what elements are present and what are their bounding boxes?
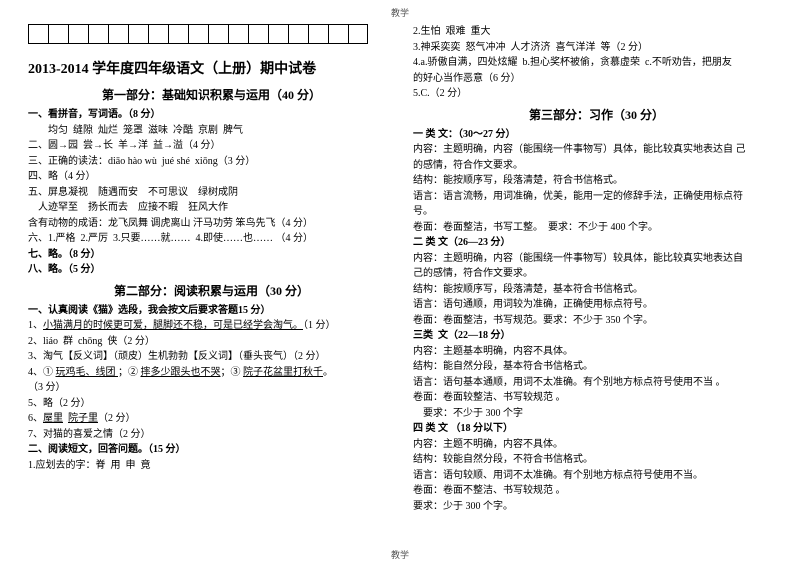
b2: 结构：能按顺序写，段落清楚，基本符合书信格式。 xyxy=(413,282,780,298)
s1: 2.生怕 艰难 重大 xyxy=(413,24,780,40)
s3: 4.a.骄傲自满，四处炫耀 b.担心奖杯被偷，贪慕虚荣 c.不听劝告，把朋友 xyxy=(413,55,780,71)
r6: 5、略（2 分） xyxy=(28,396,395,412)
c4: 卷面：卷面较整洁、书写较规范 。 xyxy=(413,390,780,406)
q5c: 含有动物的成语：龙飞凤舞 调虎离山 汗马功劳 笨鸟先飞（4 分） xyxy=(28,216,395,232)
r3: 3、淘气【反义词】（顽皮）生机勃勃【反义词】（垂头丧气）（2 分） xyxy=(28,349,395,365)
part2-title: 第二部分：阅读积累与运用（30 分） xyxy=(28,282,395,299)
r8: 7、对猫的喜爱之情（2 分） xyxy=(28,427,395,443)
b3: 语言：语句通顺，用词较为准确，正确使用标点符号。 xyxy=(413,297,780,313)
d3: 语言：语句较顺、用词不太准确。有个别地方标点符号使用不当。 xyxy=(413,468,780,484)
left-column: 2013-2014 学年度四年级语文（上册）期中试卷 第一部分：基础知识积累与运… xyxy=(28,24,395,555)
r5: （3 分） xyxy=(28,380,395,396)
b1b: 己的感情，符合作文要求。 xyxy=(413,266,780,282)
content-columns: 2013-2014 学年度四年级语文（上册）期中试卷 第一部分：基础知识积累与运… xyxy=(28,24,780,555)
classD-title: 四 类 文 （18 分以下） xyxy=(413,421,780,437)
s4: 5.C.（2 分） xyxy=(413,86,780,102)
q4: 四、略（4 分） xyxy=(28,169,395,185)
classB-title: 二 类 文（26—23 分） xyxy=(413,235,780,251)
d5: 要求：少于 300 个字。 xyxy=(413,499,780,515)
q1-answer: 均匀 缝隙 灿烂 笼罩 滋味 冷酷 京剧 脾气 xyxy=(28,123,395,139)
part3-title: 第三部分：习作（30 分） xyxy=(413,106,780,123)
q7: 七、略。（8 分） xyxy=(28,247,395,263)
b4: 卷面：卷面整洁，书写规范。要求：不少于 350 个字。 xyxy=(413,313,780,329)
r1a: 1、小猫满月的时候更可爱，腿脚还不稳，可是已经学会淘气。（1 分） xyxy=(28,318,395,334)
q5a: 五、屏息凝视 随遇而安 不可思议 绿树成阴 xyxy=(28,185,395,201)
r10: 1.应划去的字：脊 用 申 竟 xyxy=(28,458,395,474)
a3: 语言：语言流畅，用词准确，优美，能用一定的修辞手法，正确使用标点符 xyxy=(413,189,780,205)
q5b: 人迹罕至 扬长而去 应接不暇 狂风大作 xyxy=(28,200,395,216)
q3: 三、正确的读法：diāo hào wù jué shé xiōng（3 分） xyxy=(28,154,395,170)
exam-title: 2013-2014 学年度四年级语文（上册）期中试卷 xyxy=(28,58,395,78)
r4: 4、① 玩鸡毛、线团 ；② 摔多少跟头也不哭；③ 院子花盆里打秋千。 xyxy=(28,365,395,381)
part1-title: 第一部分：基础知识积累与运用（40 分） xyxy=(28,86,395,103)
q8: 八、略。（5 分） xyxy=(28,262,395,278)
a4: 卷面：卷面整洁，书写工整。 要求：不少于 400 个字。 xyxy=(413,220,780,236)
c1: 内容：主题基本明确，内容不具体。 xyxy=(413,344,780,360)
s2: 3.神采奕奕 怒气冲冲 人才济济 喜气洋洋 等（2 分） xyxy=(413,40,780,56)
c5: 要求：不少于 300 个字 xyxy=(413,406,780,422)
c2: 结构：能自然分段，基本符合书信格式。 xyxy=(413,359,780,375)
s3a: 的好心当作恶意（6 分） xyxy=(413,71,780,87)
d1: 内容：主题不明确，内容不具体。 xyxy=(413,437,780,453)
d2: 结构：较能自然分段，不符合书信格式。 xyxy=(413,452,780,468)
a3b: 号。 xyxy=(413,204,780,220)
a2: 结构：能按顺序写，段落清楚，符合书信格式。 xyxy=(413,173,780,189)
d4: 卷面：卷面不整洁、书写较规范 。 xyxy=(413,483,780,499)
right-column: 2.生怕 艰难 重大 3.神采奕奕 怒气冲冲 人才济济 喜气洋洋 等（2 分） … xyxy=(413,24,780,555)
r2: 2、liáo 群 chōng 侠（2 分） xyxy=(28,334,395,350)
reading1-heading: 一、认真阅读《猫》选段，我会按文后要求答题15 分） xyxy=(28,303,395,319)
page-footer: 教学 xyxy=(391,548,409,561)
c3: 语言：语句基本通顺，用词不太准确。有个别地方标点符号使用不当 。 xyxy=(413,375,780,391)
a1b: 的感情，符合作文要求。 xyxy=(413,158,780,174)
classC-title: 三类 文（22—18 分） xyxy=(413,328,780,344)
reading2-heading: 二、阅读短文，回答问题。（15 分） xyxy=(28,442,395,458)
classA-title: 一 类 文：（30～27 分） xyxy=(413,127,780,143)
q6: 六、1.严格 2.严厉 3.只要……就…… 4.即使……也…… （4 分） xyxy=(28,231,395,247)
page-header: 教学 xyxy=(391,6,409,19)
q2: 二、圆→园 尝→长 羊→洋 益→溢（4 分） xyxy=(28,138,395,154)
r7: 6、屋里 院子里（2 分） xyxy=(28,411,395,427)
a1: 内容：主题明确，内容（能围绕一件事物写）具体，能比较真实地表达自 己 xyxy=(413,142,780,158)
q1-heading: 一、看拼音，写词语。（8 分） xyxy=(28,107,395,123)
b1: 内容：主题明确，内容（能围绕一件事物写）较具体，能比较真实地表达自 xyxy=(413,251,780,267)
